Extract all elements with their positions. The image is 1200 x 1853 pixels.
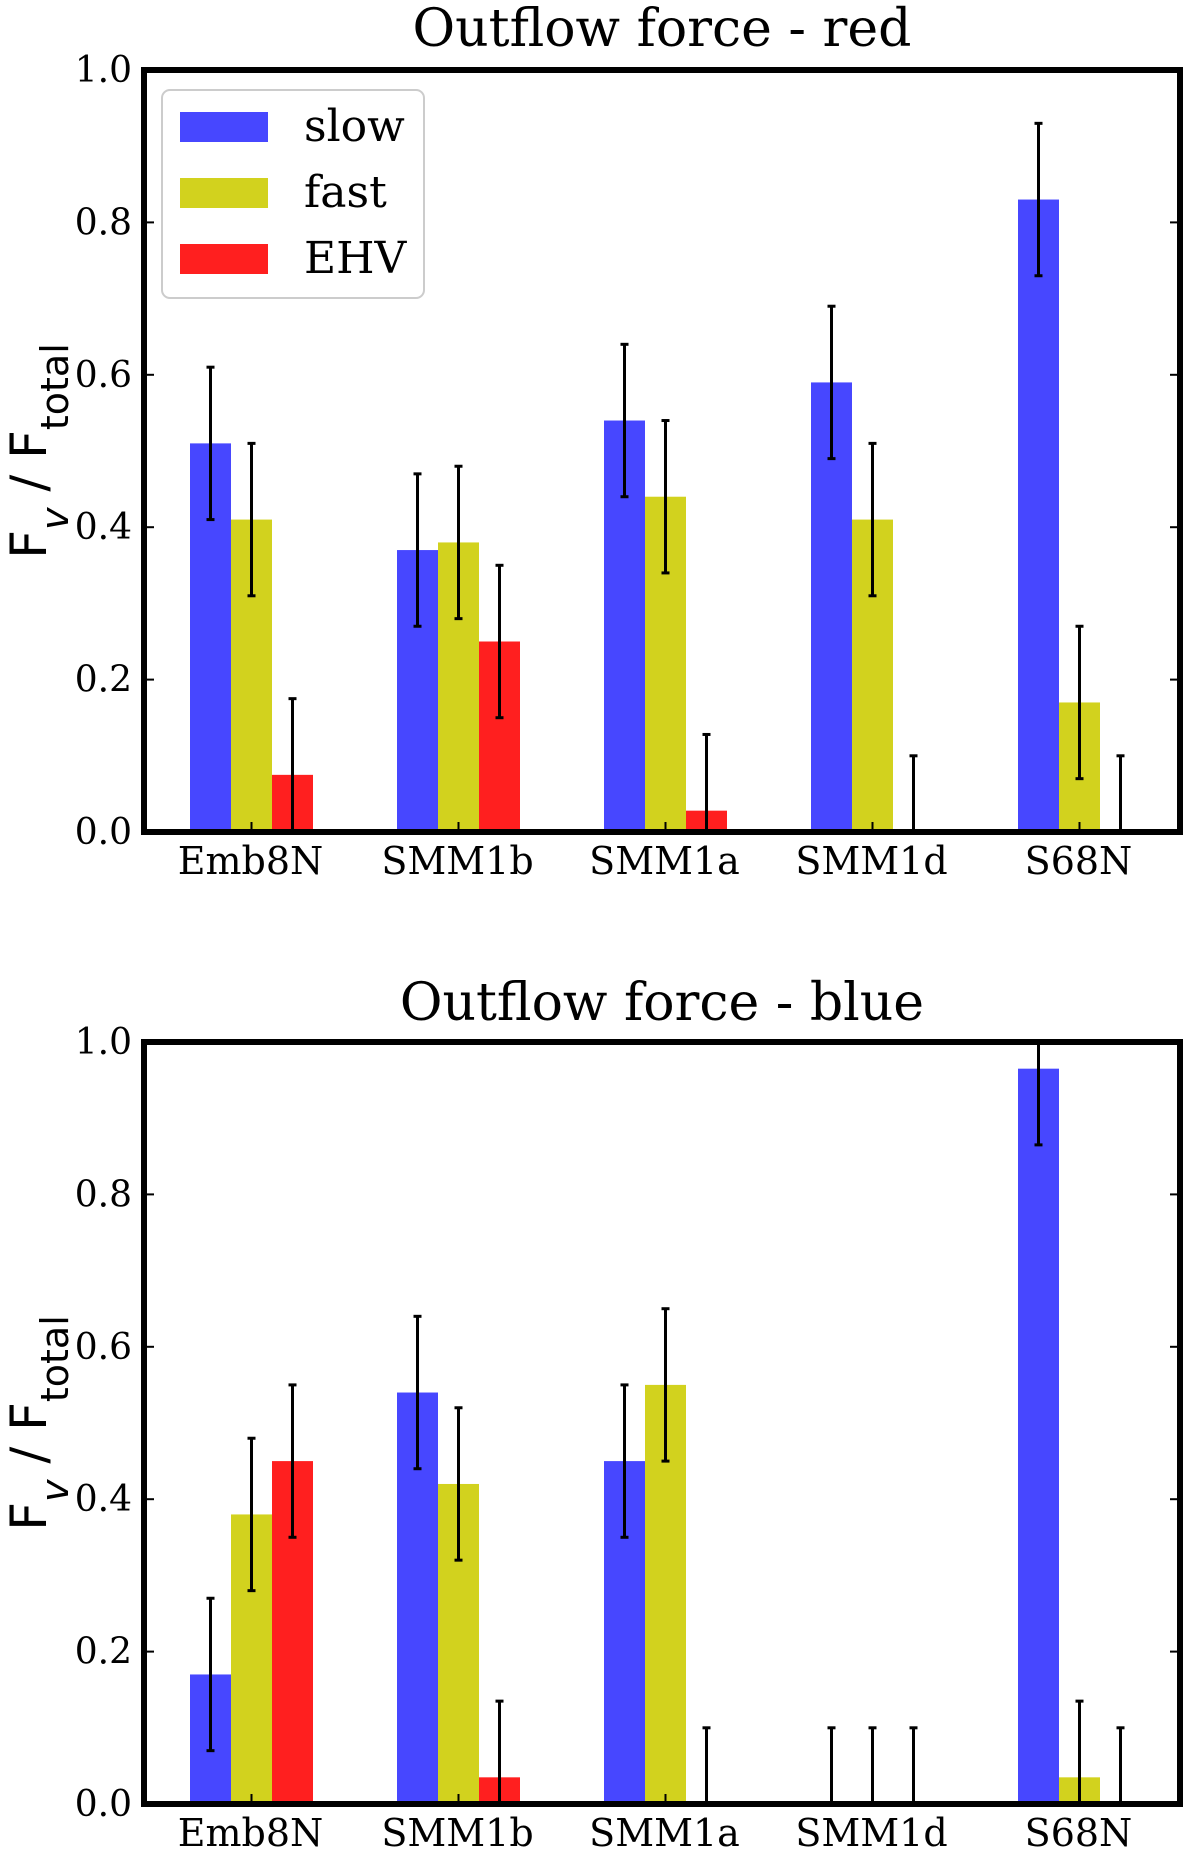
y-tick-label: 0.2 [75,660,132,701]
chart-title: Outflow force - red [413,0,912,59]
legend-swatch-ehv [180,244,268,274]
y-tick-label: 0.4 [75,507,132,548]
x-tick-label: S68N [1025,1811,1133,1853]
y-tick-label: 0.6 [75,355,132,396]
y-tick-label: 1.0 [75,1022,132,1063]
x-tick-label: Emb8N [178,1811,324,1853]
legend-swatch-fast [180,178,268,208]
chart-panel-1: Outflow force - red Fv / Ftotal 0.0 0.2 0.4 0… [0,0,1183,883]
y-tick-label: 0.4 [75,1479,132,1520]
y-tick-label: 0.0 [75,812,132,853]
x-tick-label: SMM1a [589,1811,740,1853]
y-axis-label: Fv / Ftotal [0,1315,77,1531]
legend-label-ehv: EHV [304,233,407,284]
y-tick-label: 0.2 [75,1632,132,1673]
x-tick-label: Emb8N [178,839,324,883]
plot-frame [141,67,1183,835]
y-axis-label: Fv / Ftotal [0,343,77,559]
x-tick-label: SMM1d [795,839,947,883]
bar-slow-s68n [1018,1068,1059,1804]
x-tick-label: SMM1a [589,839,740,883]
legend: slow fast EHV [161,89,425,299]
legend-label-fast: fast [304,167,387,218]
x-tick-label: SMM1d [795,1811,947,1853]
y-tick-label: 0.8 [75,202,132,243]
x-tick-label: SMM1b [381,839,533,883]
legend-swatch-slow [180,112,268,142]
plot-frame [141,1039,1183,1807]
bar-slow-s68n [1018,199,1059,833]
y-tick-label: 0.0 [75,1784,132,1825]
chart-panel-2: Outflow force - blue Fv / Ftotal 0.0 0.2 0.4… [0,973,1183,1853]
legend-label-slow: slow [304,101,405,152]
y-tick-label: 1.0 [75,50,132,91]
x-tick-label: SMM1b [381,1811,533,1853]
x-tick-label: S68N [1025,839,1133,883]
y-tick-label: 0.6 [75,1327,132,1368]
chart-title: Outflow force - blue [400,973,924,1033]
y-tick-label: 0.8 [75,1174,132,1215]
